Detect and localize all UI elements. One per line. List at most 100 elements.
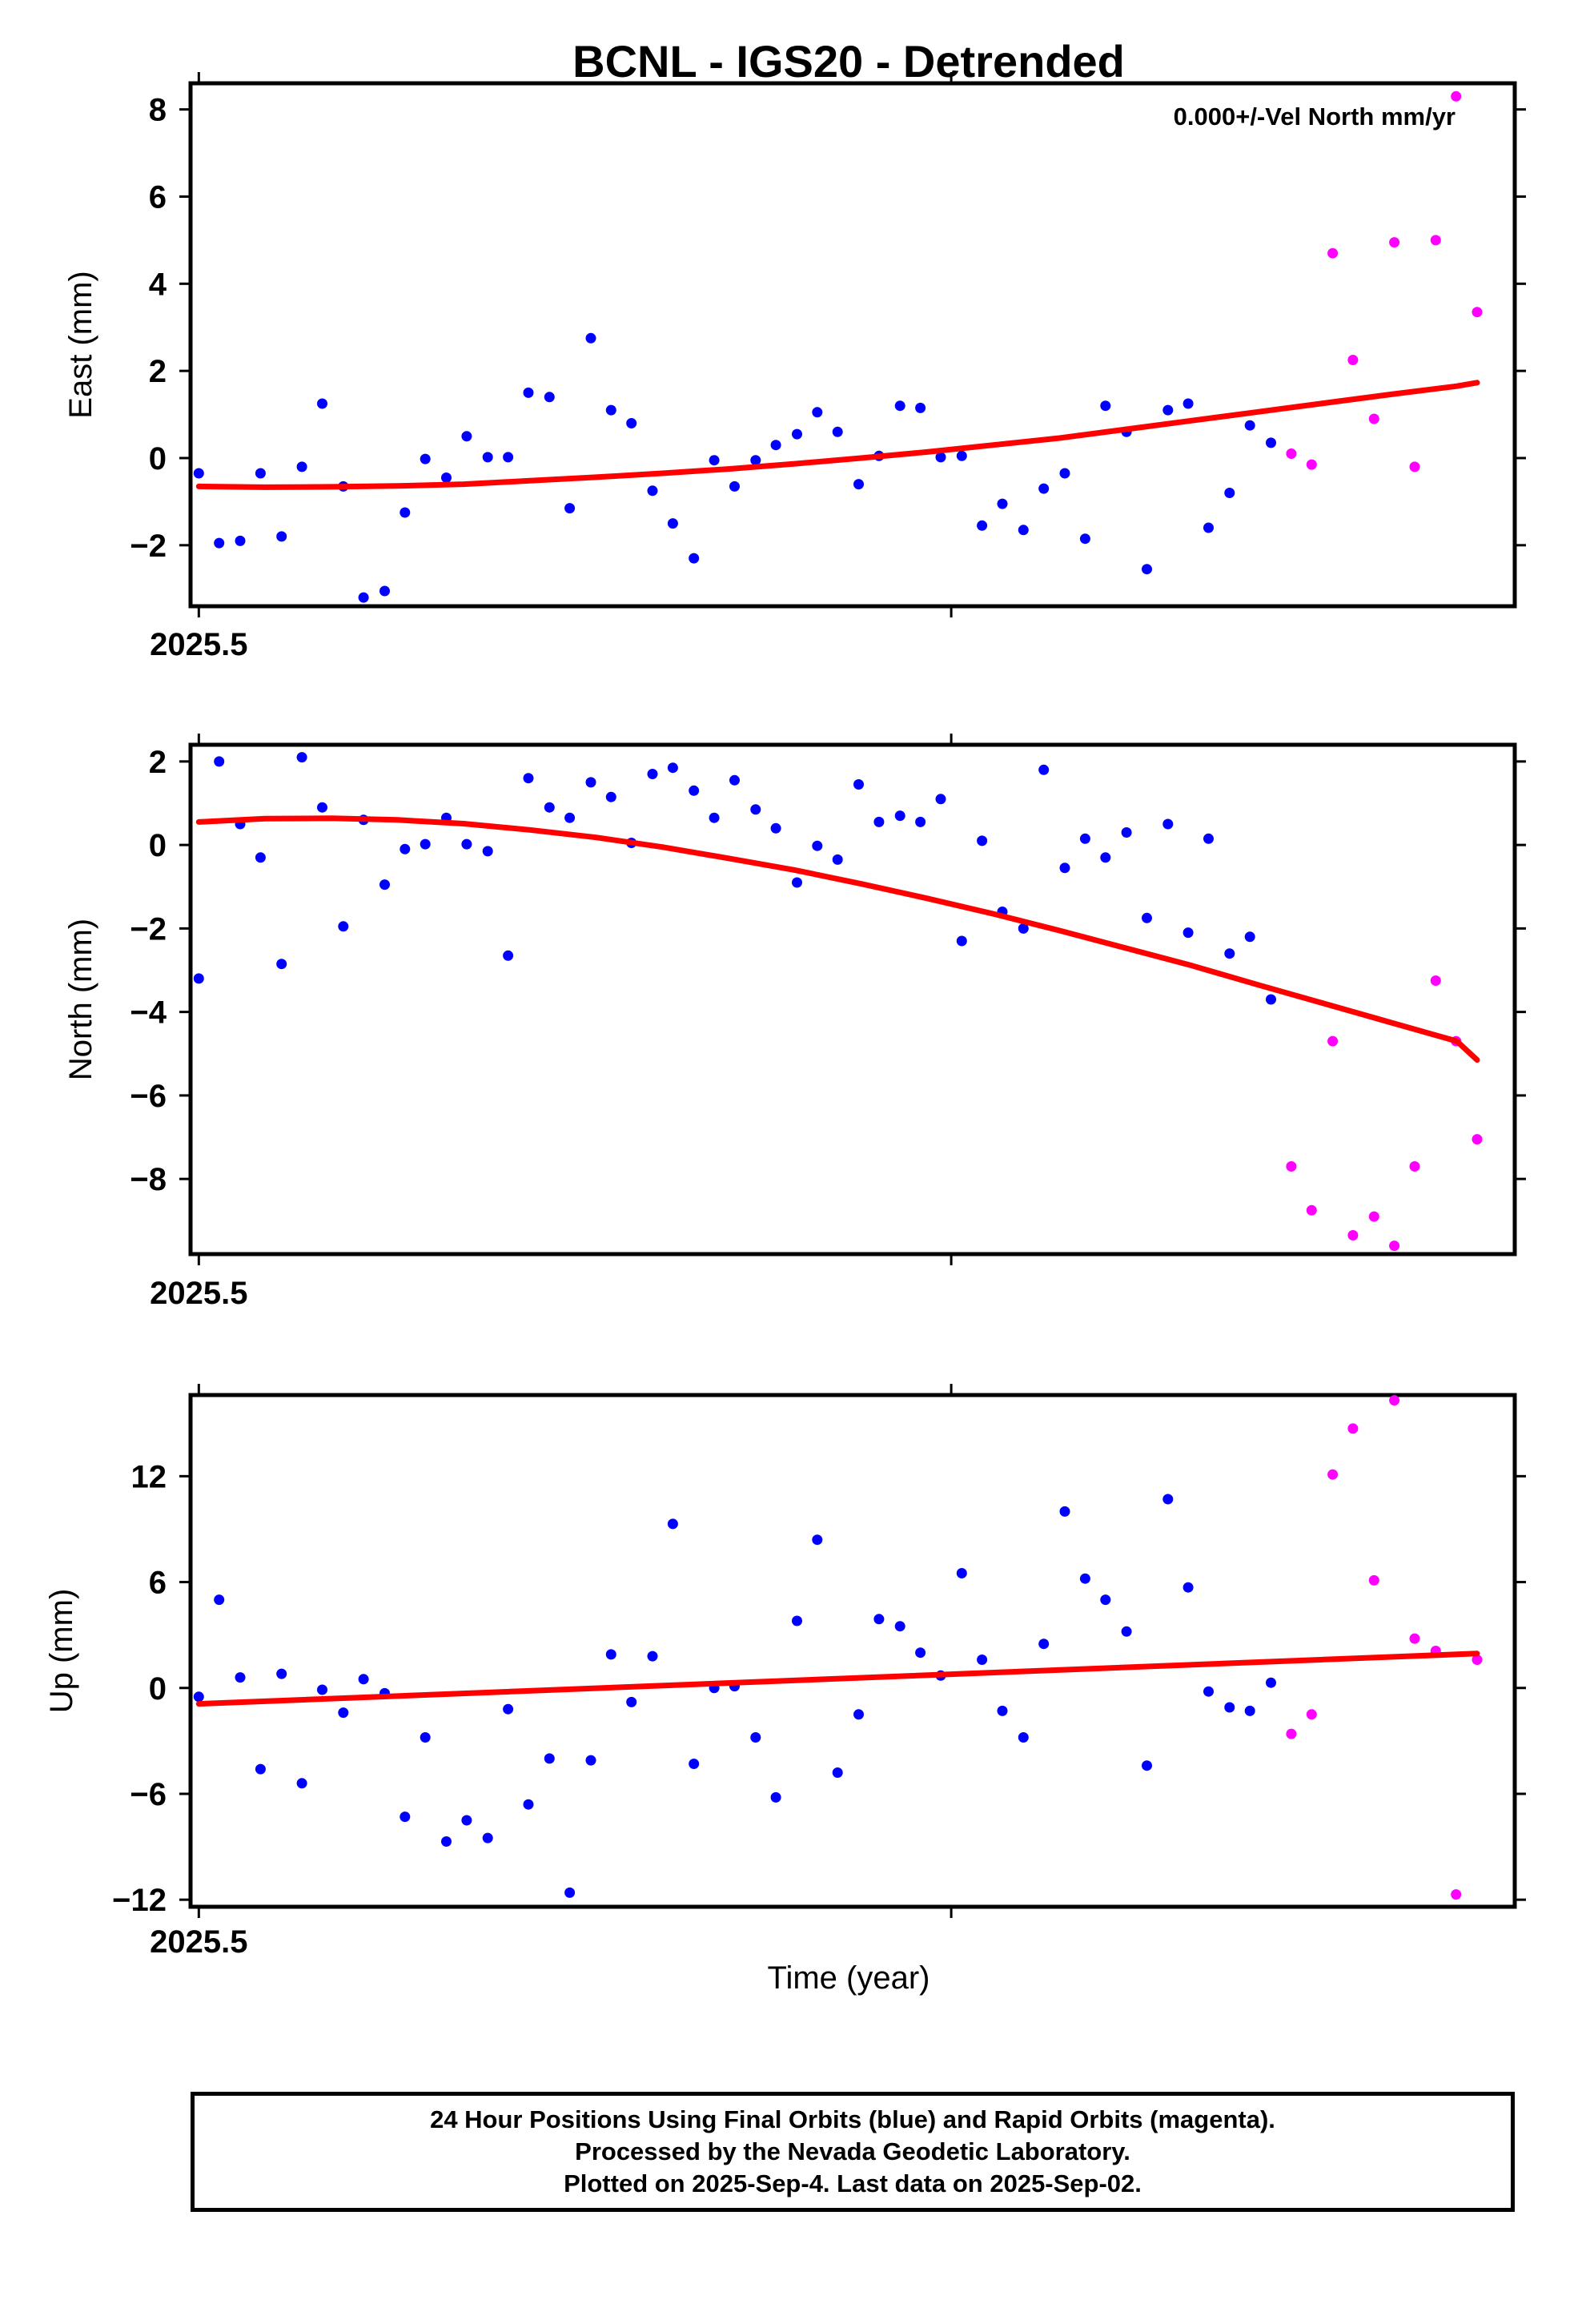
- north-final-orbit-point: [647, 769, 658, 779]
- east-final-orbit-point: [1059, 468, 1070, 479]
- north-final-orbit-point: [503, 950, 514, 961]
- east-final-orbit-point: [1038, 483, 1050, 494]
- up-final-orbit-point: [873, 1614, 885, 1625]
- north-final-orbit-point: [1100, 852, 1111, 863]
- east-final-orbit-point: [441, 472, 452, 483]
- footer-line-orbits: 24 Hour Positions Using Final Orbits (bl…: [430, 2105, 1275, 2133]
- east-final-orbit-point: [276, 531, 287, 542]
- north-final-orbit-point: [1059, 862, 1070, 874]
- north-ytick-label: 0: [149, 828, 167, 863]
- up-final-orbit-point: [585, 1755, 596, 1766]
- north-final-orbit-point: [1079, 833, 1090, 844]
- up-final-orbit-point: [605, 1649, 616, 1660]
- east-final-orbit-point: [1182, 398, 1194, 409]
- north-final-orbit-point: [564, 812, 576, 823]
- up-final-orbit-point: [626, 1696, 637, 1707]
- up-final-orbit-point: [1079, 1573, 1090, 1584]
- east-final-orbit-point: [647, 485, 658, 497]
- east-final-orbit-point: [420, 453, 431, 464]
- east-ytick-label: −2: [130, 529, 167, 564]
- north-final-orbit-point: [1244, 931, 1255, 943]
- east-rapid-orbit-point: [1451, 90, 1462, 102]
- north-final-orbit-point: [792, 877, 802, 888]
- east-final-orbit-point: [792, 428, 802, 440]
- up-rapid-orbit-point: [1389, 1395, 1400, 1406]
- north-final-orbit-point: [750, 804, 761, 815]
- east-final-orbit-point: [317, 398, 327, 409]
- north-final-orbit-point: [729, 774, 740, 786]
- up-final-orbit-point: [503, 1703, 514, 1715]
- up-final-orbit-point: [564, 1887, 576, 1898]
- up-final-orbit-point: [461, 1815, 472, 1826]
- up-final-orbit-point: [276, 1668, 287, 1679]
- north-rapid-orbit-point: [1306, 1204, 1317, 1216]
- up-final-orbit-point: [1203, 1686, 1214, 1697]
- up-final-orbit-point: [1018, 1732, 1029, 1743]
- up-ytick-label: −6: [130, 1777, 167, 1812]
- east-final-orbit-point: [296, 461, 307, 472]
- up-final-orbit-point: [1059, 1506, 1070, 1517]
- east-rapid-orbit-point: [1472, 307, 1483, 318]
- east-final-orbit-point: [1079, 533, 1090, 545]
- east-final-orbit-point: [461, 431, 472, 442]
- north-frame: [188, 742, 1517, 1256]
- east-final-orbit-point: [997, 498, 1008, 509]
- north-final-orbit-point: [1142, 912, 1152, 923]
- east-rapid-orbit-point: [1306, 459, 1317, 470]
- east-final-orbit-point: [400, 507, 411, 518]
- up-final-orbit-point: [792, 1615, 802, 1626]
- east-final-orbit-point: [605, 404, 616, 416]
- east-trend-line: [195, 380, 1480, 490]
- north-y-axis-title: North (mm): [63, 919, 98, 1080]
- east-final-orbit-point: [1266, 437, 1276, 448]
- up-final-orbit-point: [853, 1709, 864, 1720]
- north-final-orbit-point: [812, 840, 823, 851]
- up-final-orbit-point: [1162, 1494, 1174, 1505]
- north-final-orbit-point: [1121, 827, 1132, 838]
- east-final-orbit-point: [1224, 488, 1235, 498]
- up-final-orbit-point: [296, 1778, 307, 1789]
- east-final-orbit-point: [482, 452, 493, 463]
- up-final-orbit-point: [750, 1732, 761, 1743]
- north-final-orbit-point: [977, 835, 988, 846]
- east-xtick-label: 2025.5: [150, 627, 247, 662]
- north-final-orbit-point: [1162, 818, 1174, 830]
- north-final-orbit-point: [689, 785, 700, 796]
- east-final-orbit-point: [1018, 525, 1029, 536]
- east-final-orbit-point: [689, 553, 700, 564]
- up-final-orbit-point: [544, 1753, 555, 1764]
- up-ytick-label: 12: [131, 1459, 167, 1494]
- north-rapid-orbit-point: [1409, 1161, 1420, 1172]
- north-final-orbit-point: [873, 816, 885, 827]
- east-frame: [188, 81, 1517, 609]
- north-final-orbit-point: [935, 794, 946, 805]
- east-final-orbit-point: [977, 520, 988, 531]
- east-final-orbit-point: [915, 402, 926, 413]
- north-final-orbit-point: [605, 791, 616, 802]
- north-rapid-orbit-point: [1327, 1035, 1339, 1047]
- east-final-orbit-point: [214, 537, 225, 549]
- north-rapid-orbit-point: [1368, 1211, 1379, 1222]
- up-rapid-orbit-point: [1472, 1655, 1483, 1665]
- north-final-orbit-point: [482, 846, 493, 857]
- east-ytick-label: 8: [149, 93, 167, 128]
- up-final-orbit-point: [1224, 1702, 1235, 1713]
- up-final-orbit-point: [338, 1707, 349, 1719]
- up-rapid-orbit-point: [1409, 1633, 1420, 1644]
- up-rapid-orbit-point: [1368, 1574, 1379, 1586]
- east-final-orbit-point: [709, 455, 720, 466]
- north-xtick-label: 2025.5: [150, 1276, 247, 1311]
- east-final-orbit-point: [523, 387, 534, 398]
- east-rapid-orbit-point: [1347, 355, 1359, 365]
- east-ytick-label: 6: [149, 179, 167, 215]
- up-final-orbit-point: [482, 1832, 493, 1844]
- east-rapid-orbit-point: [1409, 461, 1420, 472]
- north-ytick-label: 2: [149, 745, 167, 780]
- east-panel: −2 0 2 4 6 8 2025.5 East (mm): [63, 72, 1526, 662]
- up-ytick-label: 0: [149, 1671, 167, 1707]
- footer-info-box: 24 Hour Positions Using Final Orbits (bl…: [191, 2092, 1515, 2212]
- footer-line-processed: Processed by the Nevada Geodetic Laborat…: [575, 2137, 1130, 2165]
- up-final-orbit-point: [997, 1705, 1008, 1716]
- up-final-orbit-point: [1142, 1760, 1152, 1771]
